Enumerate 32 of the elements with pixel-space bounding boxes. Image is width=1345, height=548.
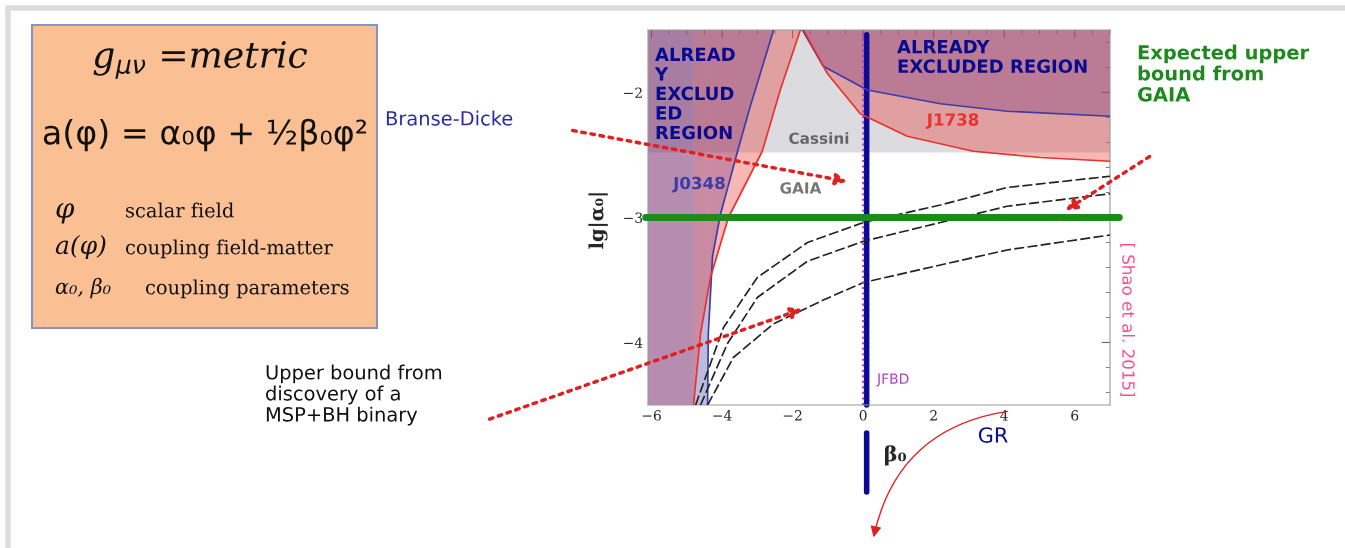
y-tick-label: −4 (624, 337, 643, 348)
text: scalar field (126, 202, 234, 218)
text: a(φ) (55, 234, 106, 260)
ref-line-label: GAIA (780, 182, 822, 194)
y-tick-label: −3 (624, 212, 643, 223)
text: φ (56, 203, 75, 224)
x-tick-label: −6 (642, 410, 661, 421)
text: coupling parameters (145, 279, 349, 299)
text: Branse-Dicke (386, 110, 513, 126)
x-tick-label: 0 (859, 410, 867, 421)
x-tick-label: 6 (1071, 410, 1079, 421)
x-tick-label: −4 (713, 410, 732, 421)
band-label: Cassini (789, 132, 849, 144)
annotation: ALREAD Y EXCLUD ED REGION (654, 47, 735, 140)
ref-line-label: GR (978, 427, 1008, 443)
text: coupling field-matter (125, 239, 333, 259)
y-tick-label: −2 (624, 87, 642, 98)
y-axis-title: lg|α₀| (588, 193, 608, 249)
series-label: J1738 (925, 113, 979, 129)
text: Expected upper bound from GAIA (1137, 44, 1310, 102)
series-label: J0348 (672, 176, 725, 193)
text: a(φ) = α₀φ + ½β₀φ² (43, 118, 367, 152)
text: α₀, β₀ (55, 277, 111, 299)
x-axis-title: β₀ (885, 445, 907, 466)
ref-line-label: JFBD (876, 373, 909, 387)
text: g$_{μν}$ =metric (93, 41, 308, 79)
x-tick-label: 4 (1000, 410, 1008, 421)
text: [ Shao et al. 2015] (1120, 243, 1136, 397)
text: Upper bound from discovery of a MSP+BH binary (266, 364, 442, 426)
x-tick-label: 2 (930, 410, 937, 421)
annotation: ALREADY EXCLUDED REGION (897, 40, 1087, 74)
x-tick-label: −2 (783, 410, 802, 421)
